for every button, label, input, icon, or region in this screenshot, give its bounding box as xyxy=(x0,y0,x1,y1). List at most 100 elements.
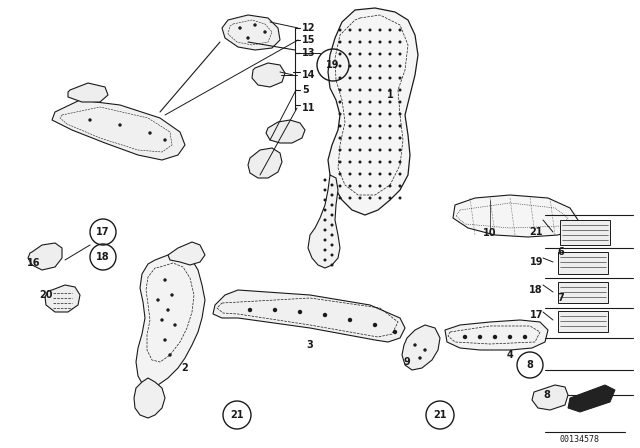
Polygon shape xyxy=(168,242,205,265)
Circle shape xyxy=(369,173,371,175)
Circle shape xyxy=(339,137,341,139)
Circle shape xyxy=(332,244,333,246)
Text: 19: 19 xyxy=(326,60,340,70)
Polygon shape xyxy=(328,8,418,215)
Circle shape xyxy=(379,125,381,127)
Circle shape xyxy=(349,29,351,31)
Circle shape xyxy=(379,185,381,187)
Circle shape xyxy=(399,41,401,43)
Circle shape xyxy=(369,29,371,31)
Circle shape xyxy=(324,199,326,201)
Circle shape xyxy=(399,173,401,175)
Circle shape xyxy=(359,65,361,67)
Polygon shape xyxy=(568,385,615,412)
Text: 18: 18 xyxy=(529,285,543,295)
Polygon shape xyxy=(558,311,608,332)
Circle shape xyxy=(369,125,371,127)
Circle shape xyxy=(324,179,326,181)
Text: 21: 21 xyxy=(529,227,543,237)
Circle shape xyxy=(379,113,381,115)
Circle shape xyxy=(399,125,401,127)
Text: 21: 21 xyxy=(230,410,244,420)
Circle shape xyxy=(369,197,371,199)
Text: 7: 7 xyxy=(557,293,564,303)
Polygon shape xyxy=(248,148,282,178)
Circle shape xyxy=(349,125,351,127)
Circle shape xyxy=(332,234,333,236)
Circle shape xyxy=(359,137,361,139)
Circle shape xyxy=(369,137,371,139)
Polygon shape xyxy=(558,252,608,274)
Circle shape xyxy=(359,149,361,151)
Polygon shape xyxy=(266,120,305,143)
Circle shape xyxy=(89,119,91,121)
Text: 21: 21 xyxy=(433,410,447,420)
Circle shape xyxy=(389,53,391,55)
Polygon shape xyxy=(222,15,280,50)
Polygon shape xyxy=(134,378,165,418)
Circle shape xyxy=(379,173,381,175)
Circle shape xyxy=(389,125,391,127)
Circle shape xyxy=(374,323,376,327)
Circle shape xyxy=(359,197,361,199)
Circle shape xyxy=(389,65,391,67)
Circle shape xyxy=(254,24,256,26)
Circle shape xyxy=(339,125,341,127)
Circle shape xyxy=(399,53,401,55)
Circle shape xyxy=(369,149,371,151)
Circle shape xyxy=(349,197,351,199)
Circle shape xyxy=(389,173,391,175)
Circle shape xyxy=(479,336,481,339)
Circle shape xyxy=(389,113,391,115)
Circle shape xyxy=(389,101,391,103)
Circle shape xyxy=(339,53,341,55)
Circle shape xyxy=(379,77,381,79)
Polygon shape xyxy=(560,220,610,245)
Polygon shape xyxy=(28,243,62,270)
Circle shape xyxy=(239,27,241,29)
Text: 9: 9 xyxy=(404,357,410,367)
Circle shape xyxy=(171,294,173,296)
Text: 8: 8 xyxy=(543,390,550,400)
Circle shape xyxy=(349,319,351,322)
Circle shape xyxy=(359,29,361,31)
Circle shape xyxy=(389,41,391,43)
Circle shape xyxy=(399,89,401,91)
Circle shape xyxy=(323,314,326,316)
Circle shape xyxy=(399,149,401,151)
Circle shape xyxy=(339,149,341,151)
Text: 13: 13 xyxy=(302,48,316,58)
Circle shape xyxy=(399,101,401,103)
Circle shape xyxy=(399,65,401,67)
Circle shape xyxy=(324,229,326,231)
Text: 2: 2 xyxy=(182,363,188,373)
Circle shape xyxy=(339,41,341,43)
Circle shape xyxy=(298,310,301,314)
Polygon shape xyxy=(532,385,568,410)
Circle shape xyxy=(509,336,511,339)
Circle shape xyxy=(324,259,326,261)
Circle shape xyxy=(493,336,497,339)
Circle shape xyxy=(419,357,421,359)
Circle shape xyxy=(164,139,166,141)
Circle shape xyxy=(389,29,391,31)
Circle shape xyxy=(339,197,341,199)
Circle shape xyxy=(369,77,371,79)
Circle shape xyxy=(349,89,351,91)
Circle shape xyxy=(174,324,176,326)
Circle shape xyxy=(394,331,397,333)
Circle shape xyxy=(164,279,166,281)
Circle shape xyxy=(339,29,341,31)
Circle shape xyxy=(349,161,351,163)
Circle shape xyxy=(349,137,351,139)
Circle shape xyxy=(273,309,276,311)
Polygon shape xyxy=(136,255,205,388)
Circle shape xyxy=(359,125,361,127)
Circle shape xyxy=(157,299,159,301)
Circle shape xyxy=(339,113,341,115)
Circle shape xyxy=(349,77,351,79)
Circle shape xyxy=(379,65,381,67)
Circle shape xyxy=(389,77,391,79)
Circle shape xyxy=(339,185,341,187)
Circle shape xyxy=(149,132,151,134)
